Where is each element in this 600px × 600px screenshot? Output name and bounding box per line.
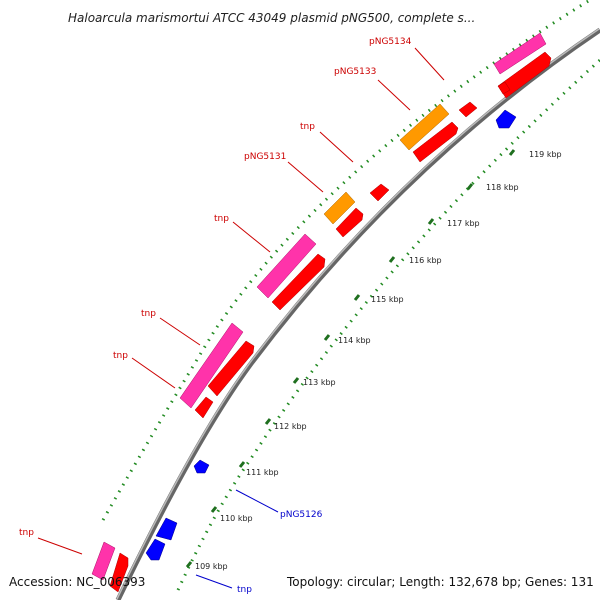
tick-label: 119 kbp bbox=[529, 150, 562, 159]
gene-label[interactable]: tnp bbox=[113, 351, 128, 361]
cds-feature[interactable] bbox=[458, 101, 478, 118]
cds-feature[interactable] bbox=[207, 340, 255, 397]
accession-text: Accession: NC_006393 bbox=[9, 575, 145, 589]
tick-labels: 109 kbp 110 kbp 111 kbp 112 kbp 113 kbp … bbox=[195, 150, 562, 571]
cds-feature[interactable] bbox=[335, 207, 364, 238]
tick-label: 116 kbp bbox=[409, 256, 442, 265]
leader-lines bbox=[37, 47, 445, 589]
gene-label[interactable]: tnp bbox=[214, 214, 229, 224]
tick-label: 110 kbp bbox=[220, 514, 253, 523]
tick-label: 117 kbp bbox=[447, 219, 480, 228]
cds-feature[interactable] bbox=[497, 81, 511, 95]
inner-major-ticks bbox=[185, 149, 516, 568]
tnp-feature[interactable] bbox=[493, 32, 547, 75]
reverse-feature[interactable] bbox=[193, 459, 210, 474]
cds-feature[interactable] bbox=[412, 121, 459, 163]
reverse-feature[interactable] bbox=[155, 517, 178, 541]
tick-label: 112 kbp bbox=[274, 422, 307, 431]
orange-feature[interactable] bbox=[399, 103, 450, 151]
gene-label[interactable]: tnp bbox=[237, 585, 252, 595]
tnp-feature[interactable] bbox=[179, 322, 244, 409]
cds-feature[interactable] bbox=[271, 253, 326, 311]
cds-feature[interactable] bbox=[109, 552, 129, 593]
backbone-line bbox=[115, 27, 600, 600]
tick-label: 115 kbp bbox=[371, 295, 404, 304]
orange-feature[interactable] bbox=[323, 191, 356, 225]
tick-label: 111 kbp bbox=[246, 468, 279, 477]
tnp-features bbox=[91, 32, 547, 581]
gene-label[interactable]: tnp bbox=[19, 528, 34, 538]
summary-text: Topology: circular; Length: 132,678 bp; … bbox=[286, 575, 594, 589]
gene-label[interactable]: pNG5131 bbox=[244, 152, 286, 162]
tick-label: 109 kbp bbox=[195, 562, 228, 571]
gene-label[interactable]: pNG5126 bbox=[280, 510, 323, 520]
orange-features bbox=[323, 103, 450, 225]
tick-label: 114 kbp bbox=[338, 336, 371, 345]
gene-label[interactable]: tnp bbox=[141, 309, 156, 319]
tick-label: 118 kbp bbox=[486, 183, 519, 192]
cds-feature[interactable] bbox=[497, 51, 552, 99]
gene-labels: pNG5134 pNG5133 tnp pNG5131 tnp tnp tnp … bbox=[19, 37, 412, 595]
reverse-feature[interactable] bbox=[145, 538, 166, 561]
tick-label: 113 kbp bbox=[303, 378, 336, 387]
cds-feature[interactable] bbox=[369, 183, 390, 202]
cds-feature[interactable] bbox=[194, 396, 214, 419]
gene-label[interactable]: tnp bbox=[300, 122, 315, 132]
reverse-feature[interactable] bbox=[495, 109, 517, 129]
tnp-feature[interactable] bbox=[256, 233, 317, 299]
backbone-highlight bbox=[116, 28, 600, 600]
forward-cds-features bbox=[109, 51, 552, 593]
inner-tick-ring bbox=[176, 58, 600, 591]
gene-label[interactable]: pNG5133 bbox=[334, 67, 376, 77]
tnp-feature[interactable] bbox=[91, 541, 116, 581]
map-title: Haloarcula marismortui ATCC 43049 plasmi… bbox=[68, 11, 475, 25]
gene-label[interactable]: pNG5134 bbox=[369, 37, 412, 47]
reverse-features bbox=[145, 109, 517, 561]
